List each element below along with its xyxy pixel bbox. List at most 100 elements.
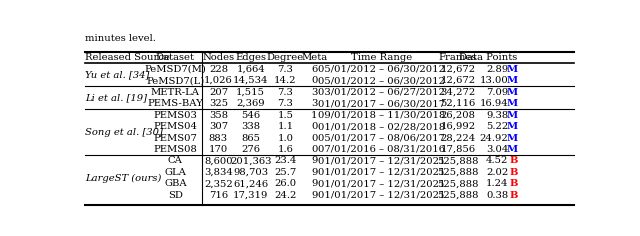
Text: 01/01/2018 – 02/28/2018: 01/01/2018 – 02/28/2018 <box>318 122 445 131</box>
Text: PEMS08: PEMS08 <box>154 145 197 154</box>
Text: 12,672: 12,672 <box>440 76 476 85</box>
Text: 05/01/2012 – 06/30/2012: 05/01/2012 – 06/30/2012 <box>318 65 445 74</box>
Text: 9.38: 9.38 <box>486 111 509 120</box>
Text: 12,672: 12,672 <box>440 65 476 74</box>
Text: GLA: GLA <box>164 168 186 177</box>
Text: Meta: Meta <box>301 53 327 62</box>
Text: PEMS03: PEMS03 <box>154 111 197 120</box>
Text: 16.94: 16.94 <box>480 99 509 108</box>
Text: 3,834: 3,834 <box>204 168 233 177</box>
Text: B: B <box>509 168 518 177</box>
Text: B: B <box>509 179 518 188</box>
Text: M: M <box>506 122 518 131</box>
Text: 3.04: 3.04 <box>486 145 509 154</box>
Text: 325: 325 <box>209 99 228 108</box>
Text: 1.0: 1.0 <box>277 134 293 143</box>
Text: 13.00: 13.00 <box>480 76 509 85</box>
Text: 3: 3 <box>311 88 317 97</box>
Text: METR-LA: METR-LA <box>151 88 200 97</box>
Text: Frames: Frames <box>439 53 477 62</box>
Text: 34,272: 34,272 <box>440 88 476 97</box>
Text: 2,352: 2,352 <box>204 179 233 188</box>
Text: 01/01/2017 – 12/31/2021: 01/01/2017 – 12/31/2021 <box>318 179 445 188</box>
Text: 01/01/2017 – 12/31/2021: 01/01/2017 – 12/31/2021 <box>318 191 445 200</box>
Text: 546: 546 <box>241 111 260 120</box>
Text: M: M <box>506 65 518 74</box>
Text: LargeST (ours): LargeST (ours) <box>85 174 161 183</box>
Text: 1.24: 1.24 <box>486 179 509 188</box>
Text: 2.02: 2.02 <box>486 168 509 177</box>
Text: 01/01/2017 – 12/31/2021: 01/01/2017 – 12/31/2021 <box>318 156 445 165</box>
Text: 7.3: 7.3 <box>277 88 293 97</box>
Text: Yu et al. [34]: Yu et al. [34] <box>85 70 149 79</box>
Text: 201,363: 201,363 <box>230 156 271 165</box>
Text: 98,703: 98,703 <box>233 168 268 177</box>
Text: 16,992: 16,992 <box>440 122 476 131</box>
Text: Data Points: Data Points <box>460 53 518 62</box>
Text: 09/01/2018 – 11/30/2018: 09/01/2018 – 11/30/2018 <box>318 111 445 120</box>
Text: Song et al. [30]: Song et al. [30] <box>85 128 163 137</box>
Text: PEMS-BAY: PEMS-BAY <box>147 99 204 108</box>
Text: 0: 0 <box>311 145 317 154</box>
Text: 03/01/2012 – 06/27/2012: 03/01/2012 – 06/27/2012 <box>318 88 445 97</box>
Text: 865: 865 <box>241 134 260 143</box>
Text: M: M <box>506 111 518 120</box>
Text: 17,856: 17,856 <box>440 145 476 154</box>
Text: 883: 883 <box>209 134 228 143</box>
Text: Time Range: Time Range <box>351 53 412 62</box>
Text: SD: SD <box>168 191 183 200</box>
Text: PeMSD7(L): PeMSD7(L) <box>146 76 205 85</box>
Text: 207: 207 <box>209 88 228 97</box>
Text: 52,116: 52,116 <box>440 99 476 108</box>
Text: 01/01/2017 – 06/30/2017: 01/01/2017 – 06/30/2017 <box>318 99 445 108</box>
Text: 8,600: 8,600 <box>204 156 233 165</box>
Text: M: M <box>506 134 518 143</box>
Text: 25.7: 25.7 <box>274 168 296 177</box>
Text: minutes level.: minutes level. <box>85 34 156 43</box>
Text: 61,246: 61,246 <box>233 179 268 188</box>
Text: 1,664: 1,664 <box>236 65 265 74</box>
Text: 3: 3 <box>311 99 317 108</box>
Text: M: M <box>506 88 518 97</box>
Text: Edges: Edges <box>235 53 266 62</box>
Text: 26.0: 26.0 <box>275 179 296 188</box>
Text: 05/01/2017 – 08/06/2017: 05/01/2017 – 08/06/2017 <box>318 134 445 143</box>
Text: 1: 1 <box>311 111 317 120</box>
Text: 7.3: 7.3 <box>277 99 293 108</box>
Text: 1.1: 1.1 <box>277 122 293 131</box>
Text: CA: CA <box>168 156 183 165</box>
Text: 14.2: 14.2 <box>274 76 296 85</box>
Text: M: M <box>506 76 518 85</box>
Text: 17,319: 17,319 <box>233 191 268 200</box>
Text: 0: 0 <box>311 76 317 85</box>
Text: 358: 358 <box>209 111 228 120</box>
Text: 24.92: 24.92 <box>480 134 509 143</box>
Text: 1,026: 1,026 <box>204 76 233 85</box>
Text: 338: 338 <box>241 122 260 131</box>
Text: 9: 9 <box>311 191 317 200</box>
Text: 6: 6 <box>311 65 317 74</box>
Text: 228: 228 <box>209 65 228 74</box>
Text: B: B <box>509 156 518 165</box>
Text: M: M <box>506 145 518 154</box>
Text: Released Source: Released Source <box>85 53 170 62</box>
Text: 525,888: 525,888 <box>437 156 479 165</box>
Text: 7.3: 7.3 <box>277 65 293 74</box>
Text: PEMS04: PEMS04 <box>154 122 197 131</box>
Text: Nodes: Nodes <box>202 53 234 62</box>
Text: 525,888: 525,888 <box>437 191 479 200</box>
Text: 5.22: 5.22 <box>486 122 509 131</box>
Text: 525,888: 525,888 <box>437 168 479 177</box>
Text: 1,515: 1,515 <box>236 88 265 97</box>
Text: 28,224: 28,224 <box>440 134 476 143</box>
Text: B: B <box>509 191 518 200</box>
Text: 07/01/2016 – 08/31/2016: 07/01/2016 – 08/31/2016 <box>318 145 445 154</box>
Text: 23.4: 23.4 <box>274 156 296 165</box>
Text: 170: 170 <box>209 145 228 154</box>
Text: Dataset: Dataset <box>156 53 195 62</box>
Text: 26,208: 26,208 <box>440 111 476 120</box>
Text: 2.89: 2.89 <box>486 65 509 74</box>
Text: 9: 9 <box>311 179 317 188</box>
Text: 7.09: 7.09 <box>486 88 509 97</box>
Text: PeMSD7(M): PeMSD7(M) <box>145 65 206 74</box>
